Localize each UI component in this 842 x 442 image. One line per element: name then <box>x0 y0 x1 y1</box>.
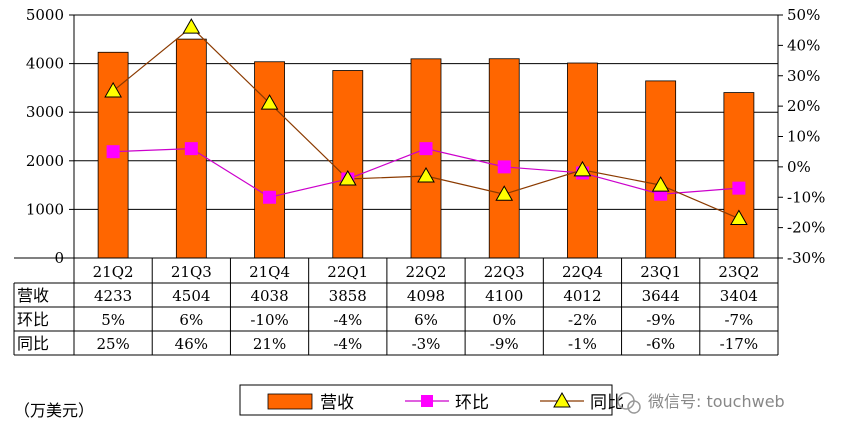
table-cell: 46% <box>175 335 208 353</box>
legend-marker <box>553 391 571 408</box>
y-left-tick-label: 4000 <box>26 55 64 73</box>
legend: 营收 环比 同比 <box>239 384 624 416</box>
x-category-label: 21Q3 <box>171 263 212 281</box>
axes: 010002000300040005000-30%-20%-10%0%10%20… <box>26 6 826 267</box>
y-right-tick-label: 40% <box>787 36 820 54</box>
bar-23Q1 <box>645 80 677 259</box>
y-right-tick-label: 0% <box>787 158 811 176</box>
y-left-tick-label: 3000 <box>26 103 64 121</box>
table-cell: 0% <box>492 311 516 329</box>
table-cell: 6% <box>414 311 438 329</box>
marker-同比-23Q1 <box>651 176 670 192</box>
bar-22Q1 <box>332 70 364 259</box>
legend-label: 营收 <box>320 393 354 413</box>
marker-环比-21Q3 <box>184 142 198 156</box>
x-category-label: 23Q2 <box>718 263 759 281</box>
series-markers <box>104 18 748 226</box>
x-category-label: 22Q3 <box>484 263 525 281</box>
legend-label: 同比 <box>590 393 624 413</box>
table-row-label: 同比 <box>17 334 49 353</box>
legend-marker <box>421 395 433 407</box>
marker-同比-22Q2 <box>417 166 435 183</box>
data-table: 21Q2 21Q3 21Q4 22Q1 22Q2 22Q3 22Q4 23Q1 23Q2 营收 42… <box>13 257 779 356</box>
marker-同比-22Q1 <box>338 170 357 186</box>
marker-环比-21Q4 <box>263 190 277 204</box>
bar-23Q2 <box>723 92 755 259</box>
table-cell: 4100 <box>485 287 523 305</box>
table-row-label: 营收 <box>17 286 49 305</box>
marker-环比-23Q2 <box>732 181 746 195</box>
table-cell: -10% <box>250 311 288 329</box>
bar-22Q3 <box>488 58 520 259</box>
y-right-tick-label: 30% <box>787 67 820 85</box>
table-cell: -1% <box>568 335 597 353</box>
table-cell: 4504 <box>172 287 210 305</box>
table-cell: -4% <box>333 311 362 329</box>
x-category-label: 21Q4 <box>249 263 290 281</box>
table-cell: -17% <box>720 335 758 353</box>
x-category-label: 21Q2 <box>93 263 134 281</box>
table-cell: 21% <box>253 335 286 353</box>
table-cell: -2% <box>568 311 597 329</box>
marker-环比-22Q3 <box>497 160 511 174</box>
revenue-bars <box>97 38 755 259</box>
x-category-label: 23Q1 <box>640 263 681 281</box>
table-cell: 4098 <box>407 287 445 305</box>
x-category-label: 22Q2 <box>406 263 447 281</box>
y-right-tick-label: 10% <box>787 128 820 146</box>
table-row-label: 环比 <box>17 310 49 329</box>
marker-同比-22Q4 <box>573 160 592 177</box>
table-cell: 3858 <box>329 287 367 305</box>
legend-swatch <box>267 393 313 410</box>
table-cell: -7% <box>724 311 753 329</box>
y-right-tick-label: -10% <box>787 188 825 206</box>
y-right-tick-label: -20% <box>787 219 825 237</box>
legend-label: 环比 <box>455 393 489 413</box>
x-category-label: 22Q4 <box>562 263 603 281</box>
table-cell: -9% <box>490 335 519 353</box>
marker-环比-21Q2 <box>106 145 120 159</box>
y-right-tick-label: 50% <box>787 6 820 24</box>
marker-同比-21Q2 <box>104 81 122 98</box>
table-cell: 25% <box>96 335 129 353</box>
watermark-text: 微信号: touchweb <box>648 392 785 411</box>
unit-note: （万美元） <box>14 401 94 420</box>
table-cell: 3644 <box>642 287 680 305</box>
bar-22Q4 <box>567 62 598 259</box>
table-cell: 4012 <box>563 287 601 305</box>
y-right-tick-label: 20% <box>787 97 820 115</box>
table-cell: 4038 <box>250 287 288 305</box>
y-left-tick-label: 2000 <box>26 152 64 170</box>
table-cell: -6% <box>646 335 675 353</box>
marker-环比-22Q2 <box>419 142 433 156</box>
y-left-tick-label: 5000 <box>26 6 64 24</box>
y-right-tick-label: -30% <box>787 249 825 267</box>
table-cell: 3404 <box>720 287 758 305</box>
watermark: 微信号: touchweb <box>617 392 785 414</box>
table-cell: 4233 <box>94 287 132 305</box>
bar-21Q4 <box>254 61 285 259</box>
x-category-label: 22Q1 <box>327 263 368 281</box>
marker-同比-21Q4 <box>260 94 279 110</box>
table-cell: -3% <box>412 335 441 353</box>
table-cell: 6% <box>179 311 203 329</box>
marker-同比-22Q3 <box>495 185 514 201</box>
wechat-icon-inner <box>627 400 641 414</box>
bar-22Q2 <box>410 58 442 259</box>
table-cell: -4% <box>333 335 362 353</box>
marker-同比-21Q3 <box>182 18 201 34</box>
table-cell: 5% <box>101 311 125 329</box>
y-left-tick-label: 1000 <box>26 200 64 218</box>
table-cell: -9% <box>646 311 675 329</box>
marker-同比-23Q2 <box>730 209 748 226</box>
